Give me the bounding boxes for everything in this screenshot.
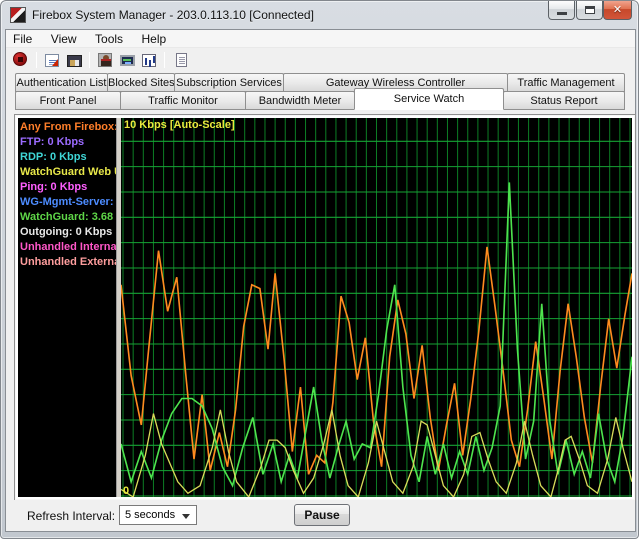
menu-help[interactable]: Help [135,30,174,48]
policy-manager-button[interactable] [95,50,115,69]
menu-file[interactable]: File [6,30,39,48]
minimize-icon [557,12,567,15]
window-title: Firebox System Manager - 203.0.113.10 [C… [32,8,314,22]
menu-bar: File View Tools Help [6,30,635,48]
legend-watchguard-web-ui: WatchGuard Web UI: [20,165,116,180]
toolbar-separator [89,52,90,68]
maximize-button[interactable] [576,1,603,20]
tab-service-watch[interactable]: Service Watch [354,88,504,110]
close-icon: ✕ [604,3,631,16]
menu-view[interactable]: View [44,30,84,48]
traffic-monitor-settings-button[interactable] [42,50,62,69]
maximize-icon [585,6,595,14]
pause-button[interactable]: Pause [294,504,350,526]
minimize-button[interactable] [548,1,575,20]
performance-console-button[interactable] [139,50,159,69]
hostwatch-button[interactable] [117,50,137,69]
title-bar[interactable]: Firebox System Manager - 203.0.113.10 [C… [1,1,638,29]
tab-blocked-sites[interactable]: Blocked Sites [107,73,175,92]
tab-bandwidth-meter[interactable]: Bandwidth Meter [245,91,355,110]
service-watch-panel: Any From Firebox: 5.9 FTP: 0 Kbps RDP: 0… [14,114,636,501]
service-legend[interactable]: Any From Firebox: 5.9 FTP: 0 Kbps RDP: 0… [18,118,117,497]
footer-bar: Refresh Interval: 5 seconds Pause [6,500,635,531]
tab-front-panel[interactable]: Front Panel [15,91,121,110]
toolbar-separator [164,52,165,68]
legend-ping: Ping: 0 Kbps [20,180,116,195]
legend-unhandled-external: Unhandled External F [20,255,116,270]
tab-authentication-list[interactable]: Authentication List [15,73,108,92]
performance-console-icon [142,54,156,67]
policy-manager-icon [98,53,112,67]
firebox-app-icon [10,7,26,23]
tab-traffic-monitor[interactable]: Traffic Monitor [120,91,246,110]
front-panel-icon [67,55,82,67]
service-watch-chart[interactable]: 10 Kbps [Auto-Scale] 0 [121,118,632,497]
report-icon [176,53,187,67]
front-panel-button[interactable] [64,50,84,69]
refresh-interval-label: Refresh Interval: [27,509,115,523]
tab-strip: Authentication List Blocked Sites Subscr… [15,73,628,111]
legend-outgoing: Outgoing: 0 Kbps [20,225,116,240]
hostwatch-icon [120,55,135,66]
y-axis-zero-label: 0 [123,485,129,497]
tab-traffic-management[interactable]: Traffic Management [507,73,625,92]
toolbar [6,48,635,71]
chevron-down-icon [182,514,190,519]
menu-tools[interactable]: Tools [88,30,130,48]
tab-status-report[interactable]: Status Report [503,91,625,110]
client-area: File View Tools Help Authentication List… [5,29,636,532]
y-axis-max-label: 10 Kbps [Auto-Scale] [124,119,235,131]
refresh-interval-select[interactable]: 5 seconds [119,505,197,525]
traffic-monitor-settings-icon [45,54,59,67]
report-button[interactable] [170,50,190,69]
legend-ftp: FTP: 0 Kbps [20,135,116,150]
refresh-interval-value: 5 seconds [125,509,175,521]
legend-any-from-firebox: Any From Firebox: 5.9 [20,120,116,135]
legend-unhandled-internal: Unhandled Internal F [20,240,116,255]
service-chart-svg [121,118,632,497]
app-window: Firebox System Manager - 203.0.113.10 [C… [0,0,639,539]
toolbar-separator [36,52,37,68]
tab-subscription-services[interactable]: Subscription Services [174,73,284,92]
close-button[interactable]: ✕ [603,1,632,20]
record-stop-button[interactable] [11,50,31,69]
legend-rdp: RDP: 0 Kbps [20,150,116,165]
legend-watchguard: WatchGuard: 3.68 Kb [20,210,116,225]
legend-wg-mgmt-server: WG-Mgmt-Server: 0 K [20,195,116,210]
record-stop-icon [13,52,27,66]
